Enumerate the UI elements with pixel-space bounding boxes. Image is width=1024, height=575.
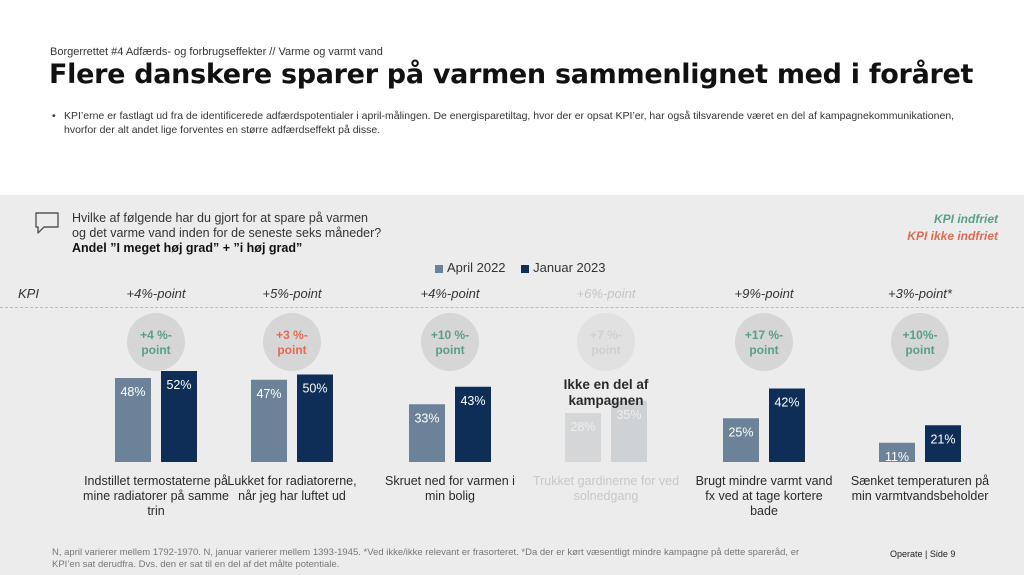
change-circle (735, 313, 793, 371)
category-label: Lukket for radiatorerne, (227, 474, 356, 488)
category-label: solnedgang (574, 489, 639, 503)
legend-label-april: April 2022 (447, 260, 506, 275)
legend-swatch-januar (521, 264, 530, 273)
category-label: Trukket gardinerne for ved (533, 474, 679, 488)
change-value: +10%- (902, 328, 937, 342)
change-value: +17 %- (745, 328, 783, 342)
breadcrumb: Borgerrettet #4 Adfærds- og forbrugseffe… (50, 46, 383, 58)
change-circle (577, 313, 635, 371)
intro-bullet: • KPI’erne er fastlagt ud fra de identif… (52, 109, 982, 137)
bar-value-label: 43% (460, 394, 485, 408)
not-in-campaign-note: kampagnen (568, 393, 643, 408)
change-value: +4 %- (140, 328, 172, 342)
category-label: mine radiatorer på samme (83, 489, 229, 503)
category-label: min bolig (425, 489, 475, 503)
bar-value-label: 42% (774, 396, 799, 410)
legend-label-januar: Januar 2023 (533, 260, 606, 275)
page-info: Operate | Side 9 (890, 549, 955, 559)
bar-april-2022 (723, 418, 759, 462)
legend-swatch-april (435, 264, 443, 273)
kpi-target: +4%-point (420, 286, 480, 301)
bar-april-2022 (115, 378, 151, 462)
change-circle (421, 313, 479, 371)
bar-value-label: 25% (728, 425, 753, 439)
category-label: Brugt mindre varmt vand (696, 474, 833, 488)
brand-name: Operate (890, 549, 923, 559)
bar-januar-2023 (455, 386, 491, 462)
legend-item-januar: Januar 2023 (521, 260, 605, 275)
category-label: fx ved at tage kortere (705, 489, 822, 503)
change-unit: point (905, 343, 934, 357)
bar-value-label: 48% (120, 385, 145, 399)
kpi-divider (0, 307, 1024, 308)
bar-value-label: 47% (256, 387, 281, 401)
change-value: +3 %- (276, 328, 308, 342)
intro-text: KPI’erne er fastlagt ud fra de identific… (64, 110, 955, 136)
bar-value-label: 21% (930, 432, 955, 446)
bar-value-label: 52% (166, 378, 191, 392)
page-number: Side 9 (929, 549, 956, 559)
bar-value-label: 11% (885, 450, 909, 464)
kpi-row-label: KPI (18, 286, 39, 301)
kpi-target: +5%-point (262, 286, 322, 301)
change-circle (127, 313, 185, 371)
change-unit: point (141, 343, 170, 357)
bar-value-label: 35% (616, 408, 641, 422)
bar-januar-2023 (769, 388, 805, 462)
question-line-1: Hvilke af følgende har du gjort for at s… (72, 211, 368, 225)
bullet-dot: • (52, 110, 56, 122)
bar-januar-2023 (925, 425, 961, 462)
survey-question: Hvilke af følgende har du gjort for at s… (72, 211, 452, 256)
category-label: når jeg har luftet ud (238, 489, 346, 503)
speech-bubble-icon (35, 212, 59, 234)
not-in-campaign-note: Ikke en del af (564, 377, 649, 392)
kpi-target: +6%-point (576, 286, 636, 301)
kpi-target: +4%-point (126, 286, 186, 301)
category-label: bade (750, 504, 778, 518)
change-unit: point (277, 343, 306, 357)
change-unit: point (591, 343, 620, 357)
kpi-legend: KPI indfriet KPI ikke indfriet (907, 211, 998, 245)
bar-april-2022 (879, 442, 915, 462)
change-circle (891, 313, 949, 371)
category-label: trin (147, 504, 164, 518)
change-unit: point (749, 343, 778, 357)
bar-april-2022 (565, 413, 601, 462)
category-label: min varmtvandsbeholder (852, 489, 989, 503)
question-line-2: og det varme vand inden for de seneste s… (72, 226, 382, 240)
change-circle (263, 313, 321, 371)
bar-januar-2023 (611, 400, 647, 462)
kpi-target: +9%-point (734, 286, 794, 301)
footnote: N, april varierer mellem 1792-1970. N, j… (52, 547, 800, 570)
category-label: Indstillet termostaterne på (84, 474, 228, 488)
bar-april-2022 (409, 404, 445, 462)
kpi-target: +3%-point* (888, 286, 952, 301)
bar-januar-2023 (161, 371, 197, 462)
category-label: Skruet ned for varmen i (385, 474, 515, 488)
page-title: Flere danskere sparer på varmen sammenli… (49, 59, 974, 90)
bar-april-2022 (251, 379, 287, 462)
bar-value-label: 28% (570, 420, 595, 434)
series-legend: April 2022 Januar 2023 (435, 260, 617, 275)
change-value: +10 %- (431, 328, 469, 342)
bar-value-label: 50% (302, 382, 327, 396)
bar-value-label: 33% (414, 411, 439, 425)
bar-januar-2023 (297, 374, 333, 462)
change-value: +7 %- (590, 328, 622, 342)
question-subtitle: Andel ”I meget høj grad” + ”i høj grad” (72, 241, 303, 255)
category-label: Sænket temperaturen på (851, 474, 989, 488)
kpi-not-met-label: KPI ikke indfriet (907, 229, 998, 243)
legend-item-april: April 2022 (435, 260, 509, 275)
page-separator: | (925, 549, 928, 559)
change-unit: point (435, 343, 464, 357)
kpi-met-label: KPI indfriet (933, 212, 998, 226)
